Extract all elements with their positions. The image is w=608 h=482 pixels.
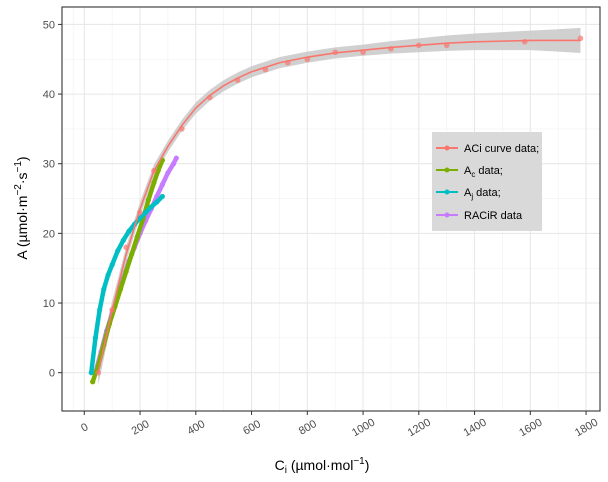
legend-item-aci: ACi curve data; xyxy=(436,143,539,155)
aci-point xyxy=(262,66,269,73)
legend-key-aj-point xyxy=(444,189,450,195)
ac-point xyxy=(117,286,124,292)
aj-point xyxy=(115,248,121,254)
aj-point xyxy=(126,228,132,234)
y-axis: 0 10 20 30 40 50 xyxy=(43,19,62,380)
y-axis-title: A (µmol·m−2·s−1) xyxy=(13,156,30,259)
racir-point xyxy=(170,161,177,167)
aci-point xyxy=(109,307,115,313)
aj-point xyxy=(143,209,149,216)
y-tick-label: 40 xyxy=(43,89,55,101)
ac-point xyxy=(151,179,157,186)
ac-point xyxy=(155,168,161,174)
legend: ACi curve data; Ac data; Aj data; RACiR … xyxy=(432,132,542,231)
aci-point xyxy=(137,209,143,216)
aj-point xyxy=(159,193,165,200)
aj-point xyxy=(105,272,111,278)
aj-point xyxy=(101,286,107,292)
x-axis-title: Ci (µmol·mol−1) xyxy=(275,456,370,476)
y-tick-label: 0 xyxy=(49,368,55,380)
racir-point xyxy=(165,170,171,176)
racir-point xyxy=(159,182,165,188)
aci-point xyxy=(360,49,366,56)
legend-label-racir: RACiR data xyxy=(464,210,523,222)
aci-point xyxy=(304,56,311,63)
y-tick-label: 10 xyxy=(43,298,55,310)
aci-point xyxy=(521,39,528,45)
aci-point xyxy=(151,167,157,174)
legend-label-aj: Aj data; xyxy=(464,187,501,201)
aj-series xyxy=(88,193,165,376)
legend-item-racir: RACiR data xyxy=(436,210,523,222)
racir-point xyxy=(173,155,179,161)
y-tick-label: 30 xyxy=(43,159,55,171)
aci-point xyxy=(234,77,241,83)
legend-label-aci: ACi curve data; xyxy=(464,143,539,155)
ac-point xyxy=(145,197,152,203)
aj-point xyxy=(97,307,103,313)
aci-point xyxy=(95,369,102,376)
legend-key-racir-point xyxy=(444,212,450,218)
y-tick-label: 50 xyxy=(43,19,55,31)
panel-border xyxy=(61,6,601,412)
aci-point xyxy=(388,45,394,52)
aci-point xyxy=(179,126,185,132)
aj-point xyxy=(88,370,94,376)
y-tick-label: 20 xyxy=(43,228,55,240)
aj-point xyxy=(92,335,99,341)
aci-point xyxy=(416,42,422,49)
aj-point xyxy=(148,204,154,210)
aj-point xyxy=(154,199,160,205)
legend-label-ac: Ac data; xyxy=(464,165,503,179)
aj-point xyxy=(109,262,115,268)
legend-item-ac: Ac data; xyxy=(436,165,503,179)
aci-point xyxy=(443,42,450,49)
legend-item-aj: Aj data; xyxy=(436,187,501,201)
aci-point xyxy=(123,244,129,251)
legend-key-aci-point xyxy=(444,145,450,151)
aci-point xyxy=(332,49,338,56)
ac-point xyxy=(129,251,135,257)
ac-point xyxy=(123,269,129,275)
legend-key-ac-point xyxy=(444,167,450,173)
aci-point xyxy=(577,35,584,42)
aj-point xyxy=(137,215,143,221)
series-layer xyxy=(88,35,584,385)
aci-point xyxy=(206,94,213,101)
aci-point xyxy=(284,59,291,66)
ac-point xyxy=(134,234,140,240)
ac-point xyxy=(90,379,96,385)
x-tick-label: 0 xyxy=(79,421,90,434)
aj-point xyxy=(120,237,126,243)
